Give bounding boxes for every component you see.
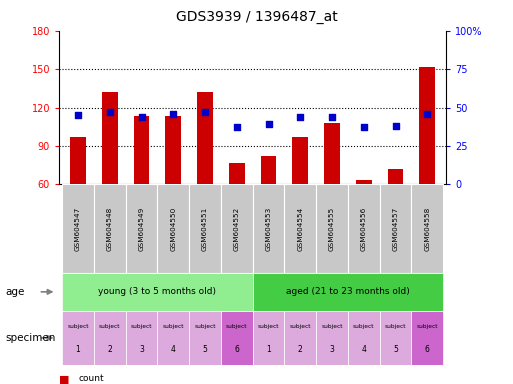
- Point: [169, 111, 177, 117]
- Text: 4: 4: [361, 345, 366, 354]
- Bar: [62, 273, 253, 311]
- Bar: [221, 184, 253, 273]
- Text: aged (21 to 23 months old): aged (21 to 23 months old): [286, 287, 410, 296]
- Bar: [197, 92, 213, 184]
- Bar: [348, 311, 380, 365]
- Text: GSM604558: GSM604558: [424, 206, 430, 251]
- Text: count: count: [78, 374, 104, 383]
- Text: subject: subject: [385, 324, 406, 329]
- Text: GSM604556: GSM604556: [361, 206, 367, 251]
- Bar: [157, 184, 189, 273]
- Text: 1: 1: [266, 345, 271, 354]
- Text: specimen: specimen: [5, 333, 55, 343]
- Bar: [62, 184, 94, 273]
- Point: [137, 114, 146, 120]
- Bar: [261, 156, 277, 184]
- Bar: [292, 137, 308, 184]
- Text: 5: 5: [203, 345, 207, 354]
- Point: [360, 124, 368, 131]
- Text: subject: subject: [99, 324, 121, 329]
- Point: [201, 109, 209, 115]
- Bar: [189, 184, 221, 273]
- Text: ■: ■: [59, 374, 69, 384]
- Bar: [380, 311, 411, 365]
- Text: 2: 2: [298, 345, 303, 354]
- Text: GSM604554: GSM604554: [297, 206, 303, 251]
- Text: GSM604548: GSM604548: [107, 206, 113, 251]
- Text: GSM604555: GSM604555: [329, 206, 335, 251]
- Point: [296, 114, 304, 120]
- Bar: [94, 311, 126, 365]
- Point: [264, 121, 272, 127]
- Bar: [356, 180, 372, 184]
- Bar: [316, 311, 348, 365]
- Bar: [316, 184, 348, 273]
- Bar: [126, 184, 157, 273]
- Point: [328, 114, 336, 120]
- Text: subject: subject: [417, 324, 438, 329]
- Bar: [70, 137, 86, 184]
- Text: GSM604550: GSM604550: [170, 206, 176, 251]
- Text: GSM604553: GSM604553: [266, 206, 271, 251]
- Text: 4: 4: [171, 345, 176, 354]
- Bar: [324, 123, 340, 184]
- Text: GSM604551: GSM604551: [202, 206, 208, 251]
- Text: GSM604557: GSM604557: [392, 206, 399, 251]
- Bar: [253, 273, 443, 311]
- Text: age: age: [5, 287, 25, 297]
- Bar: [102, 92, 117, 184]
- Bar: [411, 311, 443, 365]
- Bar: [253, 311, 284, 365]
- Point: [391, 123, 400, 129]
- Bar: [133, 116, 149, 184]
- Bar: [94, 184, 126, 273]
- Bar: [157, 311, 189, 365]
- Point: [423, 111, 431, 117]
- Bar: [419, 66, 435, 184]
- Text: subject: subject: [289, 324, 311, 329]
- Text: 3: 3: [329, 345, 334, 354]
- Text: GSM604552: GSM604552: [234, 206, 240, 251]
- Text: subject: subject: [194, 324, 216, 329]
- Text: 6: 6: [425, 345, 430, 354]
- Text: GDS3939 / 1396487_at: GDS3939 / 1396487_at: [175, 10, 338, 23]
- Bar: [388, 169, 403, 184]
- Text: 3: 3: [139, 345, 144, 354]
- Point: [233, 124, 241, 131]
- Bar: [284, 311, 316, 365]
- Bar: [165, 116, 181, 184]
- Text: subject: subject: [353, 324, 374, 329]
- Text: subject: subject: [67, 324, 89, 329]
- Bar: [189, 311, 221, 365]
- Bar: [221, 311, 253, 365]
- Text: subject: subject: [131, 324, 152, 329]
- Point: [74, 112, 82, 118]
- Text: subject: subject: [321, 324, 343, 329]
- Text: subject: subject: [226, 324, 248, 329]
- Bar: [380, 184, 411, 273]
- Bar: [126, 311, 157, 365]
- Text: 6: 6: [234, 345, 239, 354]
- Bar: [411, 184, 443, 273]
- Text: GSM604549: GSM604549: [139, 206, 145, 251]
- Text: subject: subject: [258, 324, 279, 329]
- Bar: [284, 184, 316, 273]
- Text: 2: 2: [107, 345, 112, 354]
- Bar: [229, 162, 245, 184]
- Bar: [62, 311, 94, 365]
- Point: [106, 109, 114, 115]
- Text: GSM604547: GSM604547: [75, 206, 81, 251]
- Text: 1: 1: [76, 345, 81, 354]
- Text: 5: 5: [393, 345, 398, 354]
- Bar: [253, 184, 284, 273]
- Text: young (3 to 5 months old): young (3 to 5 months old): [98, 287, 216, 296]
- Text: subject: subject: [163, 324, 184, 329]
- Bar: [348, 184, 380, 273]
